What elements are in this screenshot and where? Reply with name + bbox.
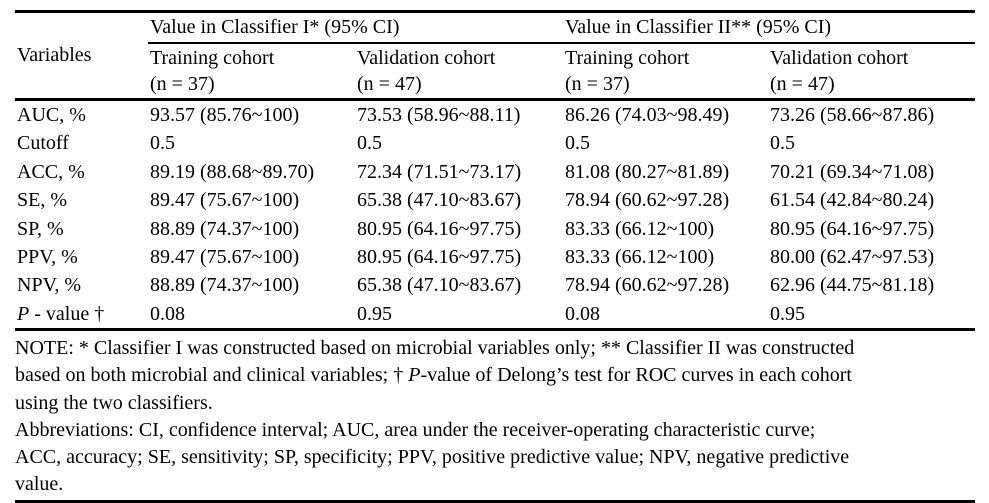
row-label: ACC, % <box>17 160 85 183</box>
table-cell: 0.5 <box>770 132 796 155</box>
table-cell: 83.33 (66.12~100) <box>565 217 715 240</box>
table-bottom-rule <box>15 500 975 503</box>
table-cell: 73.26 (58.66~87.86) <box>770 104 935 126</box>
table-row-sp: SP, % 88.89 (74.37~100) 80.95 (64.16~97.… <box>15 215 975 243</box>
table-cell: 89.19 (88.68~89.70) <box>150 160 315 183</box>
note-text: based on both microbial and clinical var… <box>15 364 409 387</box>
row-label: P - value † <box>15 299 148 332</box>
table-cell: 0.5 <box>565 132 591 155</box>
table-row-acc: ACC, % 89.19 (88.68~89.70) 72.34 (71.51~… <box>15 158 975 186</box>
table-cell: 93.57 (85.76~100) <box>150 104 300 126</box>
table-cell: 65.38 (47.10~83.67) <box>357 274 522 297</box>
classifier-performance-table: Variables Value in Classifier I* (95% CI… <box>15 10 976 332</box>
row-label: SE, % <box>17 189 67 212</box>
table-cell: 89.47 (75.67~100) <box>150 246 300 269</box>
table-cell: 83.33 (66.12~100) <box>565 246 715 269</box>
p-italic: P <box>408 364 421 387</box>
p-italic: P <box>17 302 30 325</box>
table-cell: 61.54 (42.84~80.24) <box>770 189 935 212</box>
table-row-p-value: P - value † 0.08 0.95 0.08 0.95 <box>15 299 976 332</box>
table-footnotes: NOTE: * Classifier I was constructed bas… <box>15 335 973 498</box>
row-label: Cutoff <box>17 132 69 155</box>
table-cell: 89.47 (75.67~100) <box>150 189 300 212</box>
table-cell: 72.34 (71.51~73.17) <box>357 160 522 183</box>
table-cell: 88.89 (74.37~100) <box>150 274 300 297</box>
cohort-n: (n = 37) <box>150 73 215 95</box>
table-cell: 88.89 (74.37~100) <box>150 217 300 240</box>
table-row-auc: AUC, % 93.57 (85.76~100) 73.53 (58.96~88… <box>15 100 975 130</box>
p-label-rest: - value † <box>29 302 105 325</box>
header-sub-row: Training cohort (n = 37) Validation coho… <box>15 43 976 101</box>
cohort-n: (n = 47) <box>770 73 835 95</box>
table-cell: 80.95 (64.16~97.75) <box>770 217 935 240</box>
table-cell: 65.38 (47.10~83.67) <box>357 189 522 212</box>
table-cell: 73.53 (58.96~88.11) <box>357 104 521 126</box>
table-cell: 86.26 (74.03~98.49) <box>565 104 730 126</box>
cohort-n: (n = 47) <box>357 73 422 95</box>
note-line: ACC, accuracy; SE, sensitivity; SP, spec… <box>15 446 850 469</box>
note-line: Abbreviations: CI, confidence interval; … <box>15 418 816 441</box>
header-group-row: Variables Value in Classifier I* (95% CI… <box>15 11 976 101</box>
cohort-name: Training cohort <box>150 47 275 69</box>
table-cell: 78.94 (60.62~97.28) <box>565 189 730 212</box>
row-label: NPV, % <box>17 274 82 297</box>
table-cell: 80.95 (64.16~97.75) <box>357 217 522 240</box>
cohort-name: Training cohort <box>565 47 690 69</box>
note-line: based on both microbial and clinical var… <box>15 362 973 389</box>
table-cell: 78.94 (60.62~97.28) <box>565 274 730 297</box>
cohort-name: Validation cohort <box>770 47 909 69</box>
col-header-c1-validation: Validation cohort (n = 47) <box>355 43 564 101</box>
col-header-c2-validation: Validation cohort (n = 47) <box>768 43 976 101</box>
col-group-classifier-1: Value in Classifier I* (95% CI) <box>148 11 564 44</box>
table-cell: 81.08 (80.27~81.89) <box>565 160 730 183</box>
col-header-c1-training: Training cohort (n = 37) <box>148 43 355 101</box>
col-group-classifier-2: Value in Classifier II** (95% CI) <box>563 11 976 44</box>
table-cell: 0.95 <box>768 299 976 332</box>
row-label: AUC, % <box>17 104 86 126</box>
table-cell: 0.95 <box>355 299 564 332</box>
cohort-n: (n = 37) <box>565 73 630 95</box>
col-header-variables: Variables <box>15 11 148 101</box>
table-cell: 0.08 <box>148 299 355 332</box>
table-cell: 0.5 <box>150 132 175 155</box>
table-row-cutoff: Cutoff 0.5 0.5 0.5 0.5 <box>15 129 975 157</box>
table-cell: 80.95 (64.16~97.75) <box>357 246 522 269</box>
row-label: PPV, % <box>17 246 78 269</box>
table-row-npv: NPV, % 88.89 (74.37~100) 65.38 (47.10~83… <box>15 271 975 299</box>
note-line: value. <box>15 473 64 496</box>
table-cell: 62.96 (44.75~81.18) <box>770 274 935 297</box>
note-text: -value of Delong’s test for ROC curves i… <box>420 364 852 387</box>
cohort-name: Validation cohort <box>357 47 496 69</box>
col-header-c2-training: Training cohort (n = 37) <box>563 43 769 101</box>
note-line: using the two classifiers. <box>15 391 213 414</box>
table-cell: 0.08 <box>563 299 769 332</box>
table-cell: 80.00 (62.47~97.53) <box>770 246 935 269</box>
table-row-se: SE, % 89.47 (75.67~100) 65.38 (47.10~83.… <box>15 186 975 214</box>
table-cell: 0.5 <box>357 132 382 155</box>
note-line: NOTE: * Classifier I was constructed bas… <box>15 337 855 360</box>
table-cell: 70.21 (69.34~71.08) <box>770 160 935 183</box>
table-row-ppv: PPV, % 89.47 (75.67~100) 80.95 (64.16~97… <box>15 243 975 271</box>
row-label: SP, % <box>17 217 64 240</box>
